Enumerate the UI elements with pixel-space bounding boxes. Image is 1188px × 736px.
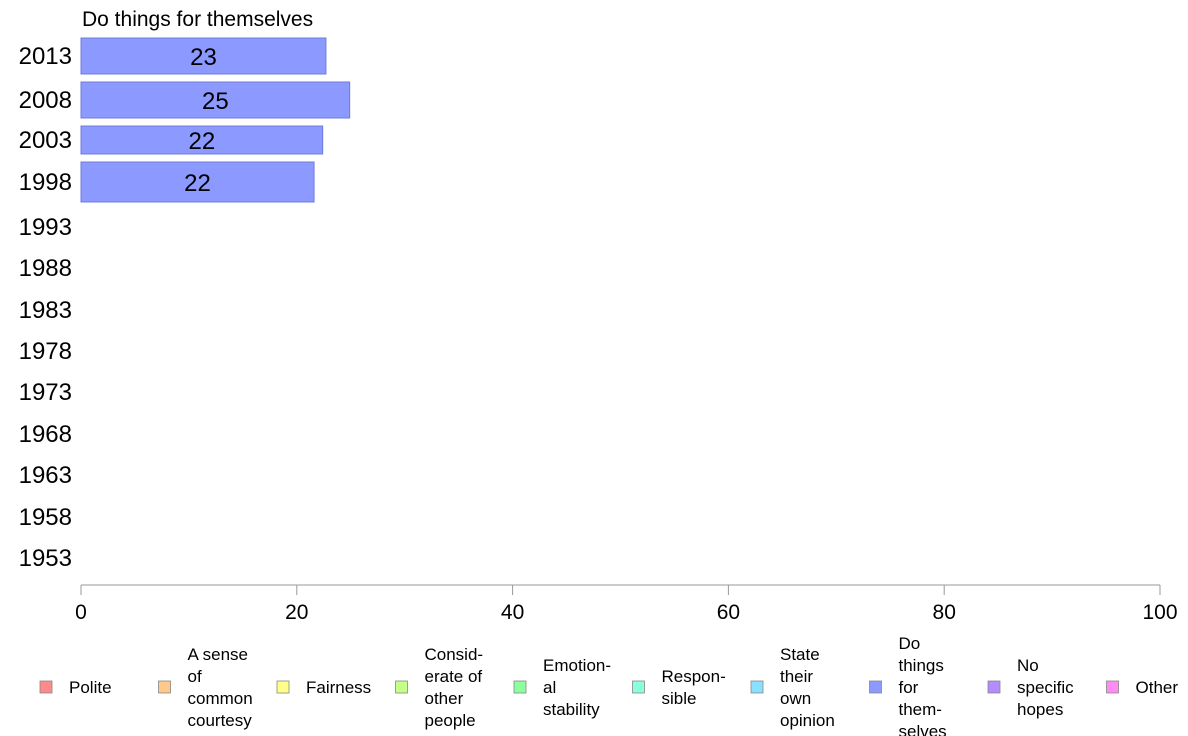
legend-label-3: Fairness [306,678,371,697]
legend-label-5: Emotion- [543,656,611,675]
legend-label-7: State [780,645,820,664]
legend-label-4: people [425,711,476,730]
legend-swatch-2 [158,680,171,694]
bars-group: 23 25 22 22 [80,37,351,203]
y-tick-label-1968: 1968 [19,421,72,448]
legend-swatch-3 [276,680,290,694]
bar-value-label-2013: 23 [190,44,217,71]
y-tick-label-2003: 2003 [19,127,72,154]
legend-label-1: Polite [69,678,112,697]
legend-label-2: courtesy [188,711,253,730]
legend-swatch-8 [869,680,882,694]
legend-swatch-10 [1106,680,1119,694]
legend-label-7: their [780,667,813,686]
legend-swatch-6 [632,680,645,694]
legend-label-8: things [899,656,944,675]
y-tick-label-2013: 2013 [19,43,72,70]
bar-value-label-2008: 25 [202,88,229,115]
legend-label-4: other [425,689,464,708]
y-tick-label-1993: 1993 [19,214,72,241]
legend-label-4: Consid- [425,645,484,664]
chart-title: Do things for themselves [82,8,313,31]
y-tick-label-1953: 1953 [19,545,72,572]
legend: Polite A sense of common courtesy Fairness Con… [39,634,1179,736]
legend-label-8: Do [899,634,921,653]
legend-label-9: hopes [1017,700,1063,719]
legend-label-9: specific [1017,678,1074,697]
x-tick-label-80: 80 [933,601,956,624]
y-tick-label-1983: 1983 [19,297,72,324]
legend-label-8: for [899,678,919,697]
y-tick-label-1958: 1958 [19,504,72,531]
legend-label-2: of [188,667,202,686]
legend-swatch-9 [987,680,1001,694]
legend-label-5: al [543,678,556,697]
y-tick-label-2008: 2008 [19,87,72,114]
legend-label-7: opinion [780,711,835,730]
x-tick-label-0: 0 [75,601,87,624]
legend-label-4: erate of [425,667,483,686]
y-tick-label-1963: 1963 [19,462,72,489]
x-tick-label-100: 100 [1142,601,1177,624]
y-tick-label-1998: 1998 [19,169,72,196]
bar-2003 [80,125,324,155]
legend-label-2: A sense [188,645,249,664]
legend-label-2: common [188,689,253,708]
legend-label-8: them- [899,700,942,719]
bar-2008 [80,81,351,119]
legend-swatch-5 [513,680,527,694]
bar-2013 [80,37,327,75]
y-tick-label-1988: 1988 [19,255,72,282]
bar-1998 [80,161,315,203]
legend-label-9: No [1017,656,1039,675]
bar-value-label-2003: 22 [188,128,215,155]
y-axis-labels: 2013 2008 2003 1998 1993 1988 1983 1978 1973 1968… [19,43,72,572]
legend-swatch-4 [395,680,408,694]
x-axis: 0 20 40 60 80 100 [75,584,1178,624]
legend-label-10: Other [1136,678,1179,697]
y-tick-label-1978: 1978 [19,338,72,365]
legend-label-6: sible [662,689,697,708]
x-tick-label-60: 60 [717,601,740,624]
legend-label-6: Respon- [662,667,726,686]
x-tick-label-20: 20 [285,601,308,624]
legend-label-8: selves [899,722,947,736]
legend-swatch-7 [750,680,764,694]
legend-swatch-1 [39,680,53,694]
bar-value-label-1998: 22 [184,170,211,197]
legend-label-5: stability [543,700,600,719]
legend-label-7: own [780,689,811,708]
y-tick-label-1973: 1973 [19,379,72,406]
x-tick-label-40: 40 [501,601,524,624]
